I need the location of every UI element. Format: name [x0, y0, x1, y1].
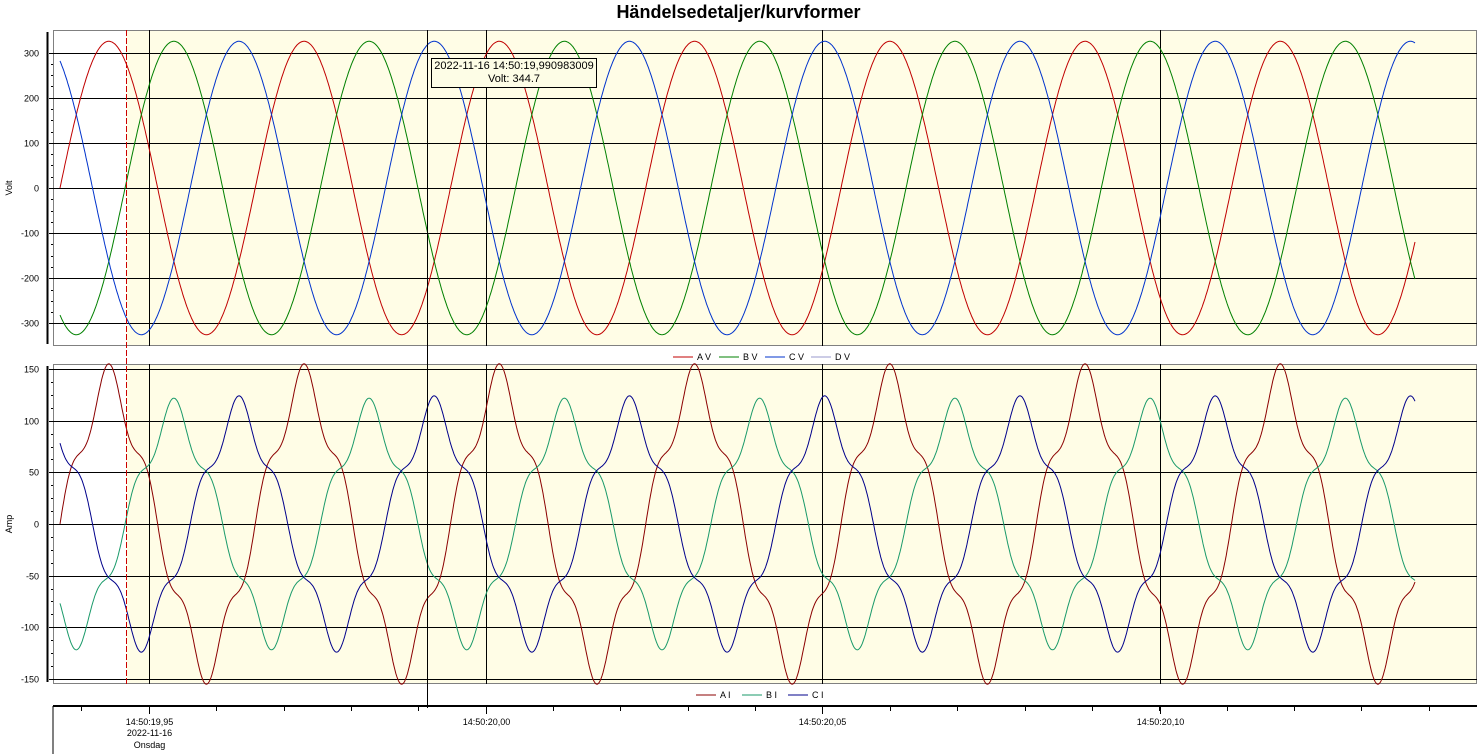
y-tick-label: 200	[24, 94, 39, 104]
legend-entry: B V	[743, 352, 758, 362]
chart-title: Händelsedetaljer/kurvformer	[616, 2, 861, 22]
y-tick-label: -150	[21, 675, 39, 685]
legend-entry: B I	[766, 690, 777, 700]
series-line-b-v	[59, 40, 1416, 336]
y-tick-label: 300	[24, 49, 39, 59]
y-tick-label: 150	[24, 365, 39, 375]
time-tick-date: 2022-11-16	[127, 728, 172, 738]
series-line-c-v	[59, 40, 1416, 336]
legend-entry: D V	[835, 352, 850, 362]
series-line-b-i	[59, 397, 1416, 651]
time-tick-label: 14:50:20,00	[463, 717, 511, 727]
y-tick-label: -100	[21, 229, 39, 239]
legend-entry: C I	[812, 690, 824, 700]
y-tick-label: 50	[29, 468, 39, 478]
chart-panel-1: 300 200 100 0 -100 -200 -300 Volt A V B V C V D V	[4, 30, 1477, 362]
y-axis-label: Volt	[4, 180, 14, 196]
y-tick-label: -50	[26, 572, 39, 582]
y-tick-label: -100	[21, 623, 39, 633]
time-tick-label: 14:50:20,05	[799, 717, 847, 727]
time-tick-weekday: Onsdag	[134, 740, 166, 750]
series-line-c-i	[59, 395, 1416, 653]
cursor-tooltip: 2022-11-16 14:50:19,990983009 Volt: 344.…	[431, 58, 597, 88]
series-line-a-v	[59, 40, 1416, 336]
y-tick-label: 0	[34, 520, 39, 530]
time-tick-label: 14:50:20,10	[1137, 717, 1185, 727]
chart-panel-2: 150 100 50 0 -50 -100 -150 Amp A I B I C I	[4, 363, 1477, 700]
y-axis-label: Amp	[4, 515, 14, 534]
legend-entry: C V	[789, 352, 804, 362]
time-tick-label: 14:50:19,95	[126, 717, 174, 727]
tooltip-timestamp: 2022-11-16 14:50:19,990983009	[434, 60, 594, 72]
y-tick-label: -300	[21, 319, 39, 329]
series-line-a-i	[59, 363, 1416, 685]
y-tick-label: 100	[24, 417, 39, 427]
y-tick-label: 0	[34, 184, 39, 194]
legend-entry: A I	[720, 690, 731, 700]
y-tick-label: 100	[24, 139, 39, 149]
legend-entry: A V	[697, 352, 711, 362]
y-tick-label: -200	[21, 274, 39, 284]
tooltip-value: Volt: 344.7	[488, 73, 540, 85]
